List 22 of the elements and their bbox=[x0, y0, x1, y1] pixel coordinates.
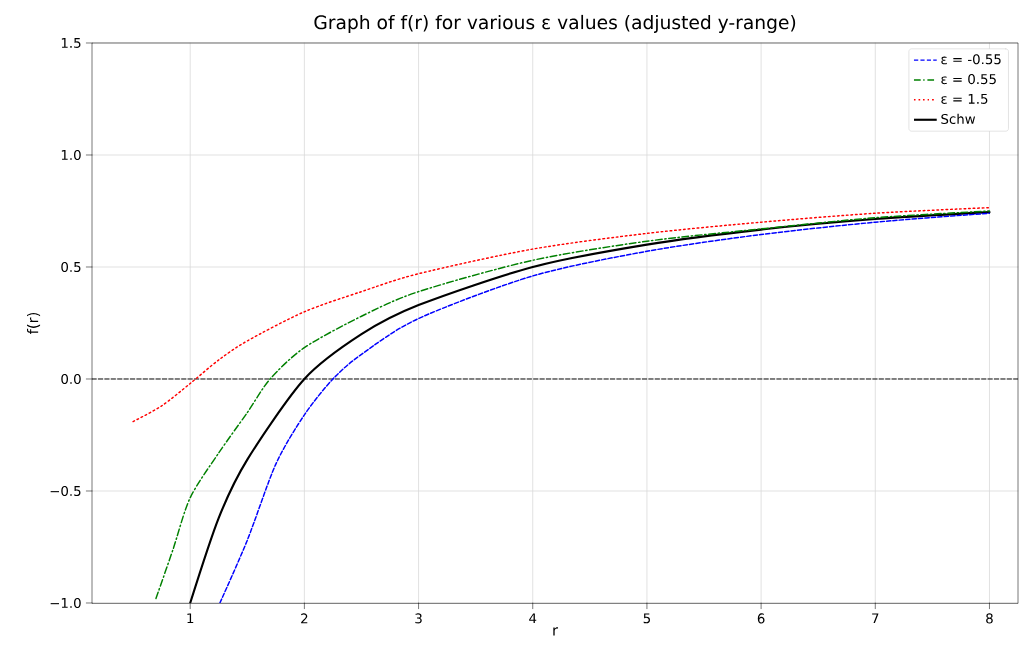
y-tick-label: 1.5 bbox=[61, 38, 81, 48]
line-series bbox=[132, 206, 991, 423]
y-axis-title: f(r) bbox=[27, 312, 41, 334]
chart-title: Graph of f(r) for various ε values (adjusted y-range) bbox=[314, 14, 796, 33]
y-tick-label: 1.0 bbox=[61, 149, 81, 161]
y-tick-label: 0.5 bbox=[61, 261, 81, 273]
x-tick-label: 1 bbox=[187, 613, 194, 624]
x-tick-label: 5 bbox=[643, 613, 650, 624]
legend-label: Schw bbox=[941, 113, 976, 125]
legend-label: ε = 1.5 bbox=[941, 93, 988, 104]
x-tick-label: 2 bbox=[301, 613, 308, 624]
legend-label: ε = 0.55 bbox=[941, 74, 996, 85]
x-tick-label: 4 bbox=[529, 613, 537, 624]
x-tick-label: 6 bbox=[757, 613, 765, 624]
x-axis-title: r bbox=[553, 627, 559, 636]
x-tick-label: 3 bbox=[415, 613, 422, 624]
x-tick-label: 7 bbox=[872, 613, 879, 624]
y-tick-label: 0.0 bbox=[61, 373, 81, 385]
y-tick-label: −0.5 bbox=[50, 485, 81, 497]
x-tick-label: 8 bbox=[986, 613, 993, 624]
y-tick-label: −1.0 bbox=[50, 597, 81, 609]
legend-label: ε = -0.55 bbox=[941, 54, 1001, 65]
